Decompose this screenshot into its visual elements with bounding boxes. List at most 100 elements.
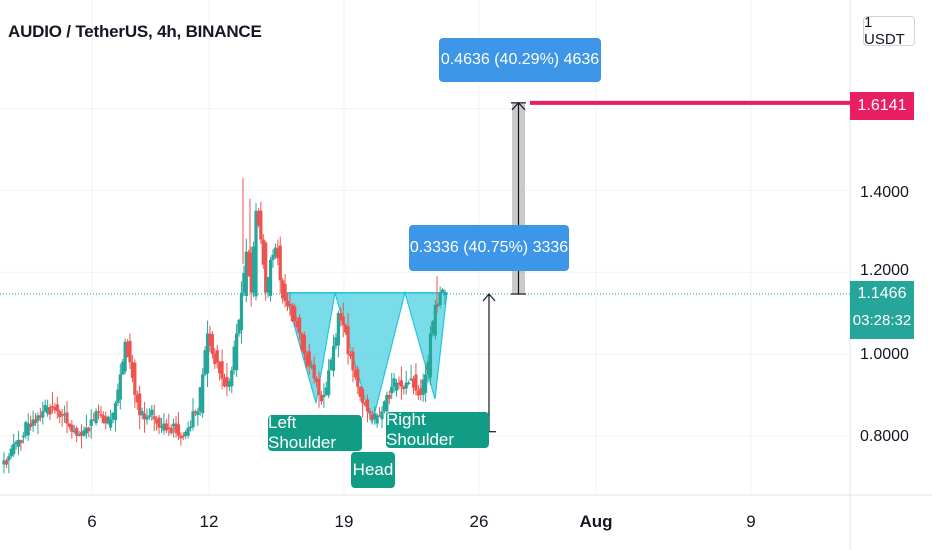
- candle-body: [281, 280, 285, 299]
- candle-body: [373, 413, 377, 420]
- time-tick-label: 19: [334, 512, 354, 531]
- candle-body: [174, 423, 178, 433]
- candle-body: [155, 419, 159, 424]
- candle-body: [152, 416, 156, 420]
- candle-body: [220, 361, 224, 379]
- candle-body: [230, 370, 234, 387]
- currency-unit-button[interactable]: 1 USDT: [863, 14, 915, 48]
- candle-body: [72, 430, 76, 433]
- candle-body: [419, 388, 423, 395]
- price-tick-label: 1.4000: [860, 184, 909, 201]
- candle-body: [198, 387, 202, 412]
- candle-body: [213, 354, 217, 365]
- candle-body: [421, 379, 425, 395]
- candle-body: [314, 378, 319, 383]
- candle-body: [159, 426, 164, 428]
- candle-body: [249, 252, 253, 293]
- candle-body: [300, 333, 304, 351]
- bar-countdown: 03:28:32: [852, 312, 912, 329]
- head-label[interactable]: Head: [351, 452, 395, 488]
- candle-body: [179, 435, 183, 439]
- candle-body: [184, 431, 188, 436]
- candle-body: [128, 340, 132, 363]
- candle-body: [336, 313, 340, 346]
- candle-body: [33, 419, 38, 424]
- candle-body: [227, 381, 231, 387]
- candle-body: [176, 424, 181, 436]
- candle-body: [150, 409, 154, 416]
- candle-body: [111, 412, 115, 420]
- measure-callout-top[interactable]: 0.4636 (40.29%) 4636: [439, 38, 601, 82]
- candle-body: [271, 254, 275, 260]
- candle-body: [38, 415, 42, 418]
- candle-body: [329, 359, 333, 371]
- candle-body: [239, 292, 244, 331]
- candle-body: [256, 210, 261, 226]
- candle-body: [295, 321, 299, 328]
- candle-body: [273, 247, 277, 257]
- candle-body: [99, 414, 103, 416]
- candle-body: [438, 292, 442, 306]
- candle-body: [84, 427, 88, 434]
- candle-body: [92, 419, 96, 421]
- candle-body: [12, 443, 16, 454]
- candle-body: [407, 382, 411, 384]
- measure-callout-lower[interactable]: 0.3336 (40.75%) 3336: [409, 225, 569, 271]
- candle-body: [261, 239, 265, 265]
- candle-body: [409, 378, 413, 381]
- candle-body: [67, 423, 72, 427]
- candle-body: [397, 382, 401, 385]
- candle-body: [341, 316, 345, 326]
- candle-body: [356, 369, 360, 387]
- candle-body: [361, 388, 365, 404]
- candle-body: [193, 411, 198, 413]
- candle-body: [48, 407, 52, 415]
- candle-body: [70, 424, 74, 432]
- candle-body: [169, 427, 173, 434]
- candle-body: [222, 378, 227, 387]
- candle-body: [203, 350, 207, 375]
- candle-body: [130, 362, 135, 378]
- right-shoulder-label[interactable]: Right Shoulder: [386, 410, 489, 449]
- candle-body: [29, 423, 33, 427]
- candle-body: [196, 411, 200, 416]
- candle-body: [266, 276, 270, 293]
- candle-body: [201, 374, 205, 414]
- candle-body: [290, 304, 294, 322]
- candle-body: [431, 321, 435, 334]
- candle-body: [19, 439, 23, 444]
- candle-body: [147, 415, 151, 417]
- candle-body: [392, 378, 396, 387]
- time-tick-label: 6: [87, 512, 97, 531]
- candle-body: [123, 341, 127, 372]
- candle-body: [293, 306, 297, 322]
- candlestick-series: [2, 178, 447, 474]
- candle-body: [440, 289, 445, 293]
- candle-body: [4, 460, 9, 465]
- candle-body: [140, 411, 144, 416]
- left-shoulder-label[interactable]: Left Shoulder: [268, 413, 362, 452]
- candle-body: [87, 427, 91, 432]
- candle-body: [7, 456, 11, 461]
- candle-body: [75, 427, 79, 436]
- candle-body: [242, 273, 246, 293]
- candle-body: [264, 242, 268, 293]
- candle-body: [118, 374, 122, 400]
- time-tick-label: 26: [469, 512, 489, 531]
- candle-body: [106, 416, 110, 424]
- candle-body: [394, 382, 399, 391]
- candle-body: [79, 431, 84, 436]
- candle-body: [259, 210, 263, 240]
- candle-body: [138, 393, 142, 416]
- candle-body: [235, 333, 239, 371]
- candle-body: [346, 326, 350, 354]
- candle-body: [268, 259, 273, 296]
- candle-body: [276, 247, 280, 259]
- candle-body: [414, 374, 418, 391]
- candle-body: [390, 386, 394, 394]
- candle-body: [89, 419, 93, 427]
- candle-body: [145, 416, 149, 420]
- candle-body: [36, 415, 40, 421]
- candle-body: [344, 325, 348, 333]
